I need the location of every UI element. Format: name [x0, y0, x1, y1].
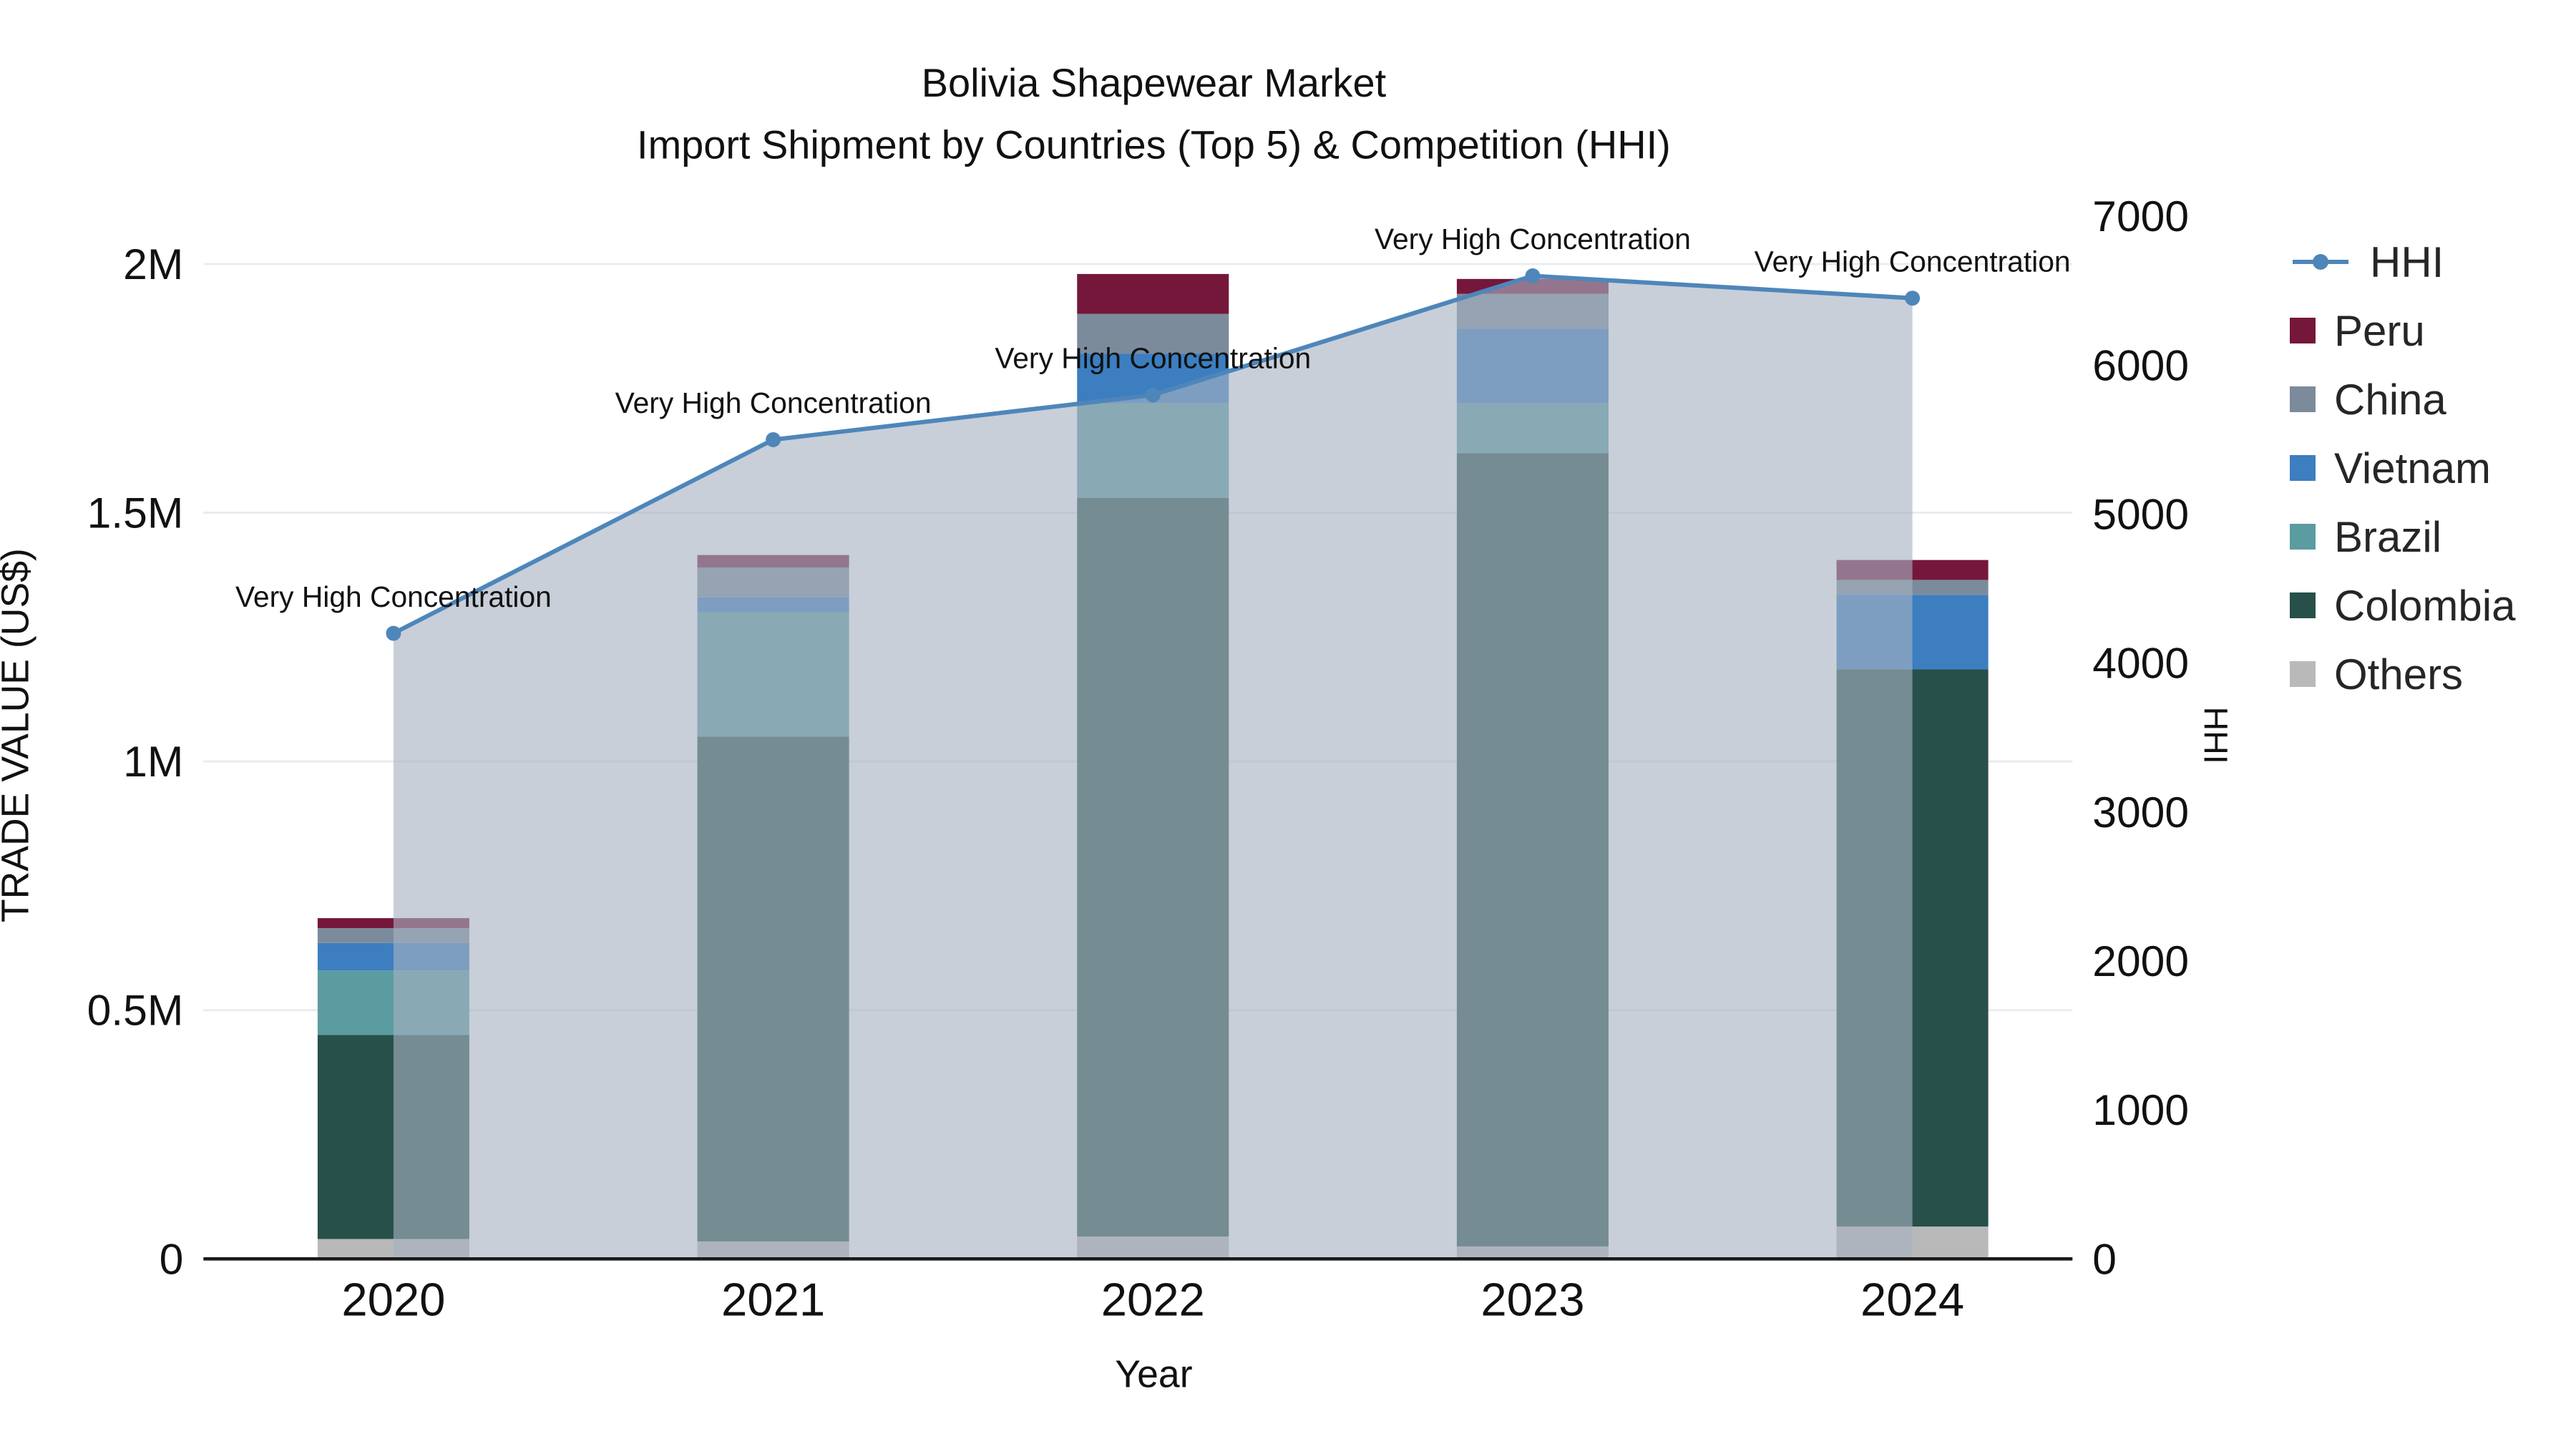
legend-item-hhi[interactable]: HHI — [2290, 228, 2515, 296]
legend-item-china[interactable]: China — [2290, 365, 2515, 434]
hhi-line-swatch-icon — [2293, 254, 2348, 270]
y-right-tick-label: 4000 — [2092, 639, 2189, 688]
axes-layer: 0 0.5M 1M 1.5M 2M 0 1000 2000 3000 4000 5000 6000 70… — [87, 192, 2189, 1325]
x-tick-label-2021: 2021 — [721, 1274, 825, 1326]
annotation-text-2023: Very High Concentration — [1375, 223, 1691, 255]
legend: HHI Peru China Vietnam Brazil Colombia Others — [2290, 228, 2515, 708]
legend-swatch-icon — [2290, 661, 2316, 687]
y-left-tick-label: 2M — [123, 240, 183, 288]
legend-item-vietnam[interactable]: Vietnam — [2290, 434, 2515, 502]
legend-swatch-icon — [2290, 455, 2316, 481]
y-left-tick-label: 1M — [123, 737, 183, 786]
legend-swatch-icon — [2290, 592, 2316, 618]
legend-label: HHI — [2370, 238, 2444, 286]
legend-label: Peru — [2334, 306, 2425, 355]
chart-title-line2: Import Shipment by Countries (Top 5) & C… — [637, 122, 1671, 167]
annotation-text-2021: Very High Concentration — [615, 386, 932, 419]
y-right-tick-label: 2000 — [2092, 937, 2189, 985]
legend-item-peru[interactable]: Peru — [2290, 296, 2515, 365]
legend-label: China — [2334, 375, 2446, 424]
x-tick-label-2023: 2023 — [1480, 1274, 1584, 1326]
hhi-point-2023 — [1525, 268, 1541, 283]
hhi-point-2021 — [766, 431, 781, 447]
hhi-point-2024 — [1905, 291, 1921, 306]
legend-swatch-icon — [2290, 318, 2316, 343]
y-right-tick-label: 7000 — [2092, 192, 2189, 240]
legend-swatch-icon — [2290, 524, 2316, 550]
y-right-tick-label: 3000 — [2092, 788, 2189, 836]
legend-label: Brazil — [2334, 512, 2442, 561]
x-tick-label-2020: 2020 — [341, 1274, 445, 1326]
hhi-area — [393, 275, 1913, 1259]
hhi-point-2020 — [386, 625, 401, 641]
legend-item-brazil[interactable]: Brazil — [2290, 502, 2515, 571]
x-axis-title: Year — [1115, 1353, 1192, 1396]
legend-item-colombia[interactable]: Colombia — [2290, 571, 2515, 640]
y-left-tick-label: 0.5M — [87, 986, 184, 1035]
annotations-layer: Very High Concentration Very High Concent… — [235, 223, 2071, 613]
bar-segment-china-2022 — [1077, 313, 1229, 354]
chart-title-line1: Bolivia Shapewear Market — [922, 60, 1387, 105]
legend-label: Others — [2334, 650, 2464, 698]
legend-item-others[interactable]: Others — [2290, 640, 2515, 708]
x-tick-label-2022: 2022 — [1101, 1274, 1205, 1326]
x-tick-label-2024: 2024 — [1860, 1274, 1964, 1326]
annotation-text-2024: Very High Concentration — [1755, 245, 2071, 278]
y-left-axis-title: TRADE VALUE (US$) — [0, 548, 37, 922]
legend-label: Colombia — [2334, 581, 2516, 630]
y-left-tick-label: 0 — [160, 1234, 184, 1283]
hhi-line-layer — [386, 268, 1921, 641]
hhi-area-layer — [393, 275, 1913, 1259]
y-right-tick-label: 6000 — [2092, 341, 2189, 389]
legend-label: Vietnam — [2334, 444, 2492, 492]
annotation-text-2022: Very High Concentration — [995, 342, 1311, 375]
y-right-tick-label: 1000 — [2092, 1085, 2189, 1134]
hhi-point-2022 — [1145, 387, 1161, 403]
y-left-tick-label: 1.5M — [87, 489, 184, 537]
y-right-tick-label: 5000 — [2092, 490, 2189, 539]
annotation-text-2020: Very High Concentration — [235, 580, 552, 613]
y-right-tick-label: 0 — [2092, 1234, 2117, 1283]
bar-segment-peru-2022 — [1077, 273, 1229, 314]
legend-swatch-icon — [2290, 386, 2316, 412]
y-right-axis-title: HHI — [2197, 707, 2234, 764]
